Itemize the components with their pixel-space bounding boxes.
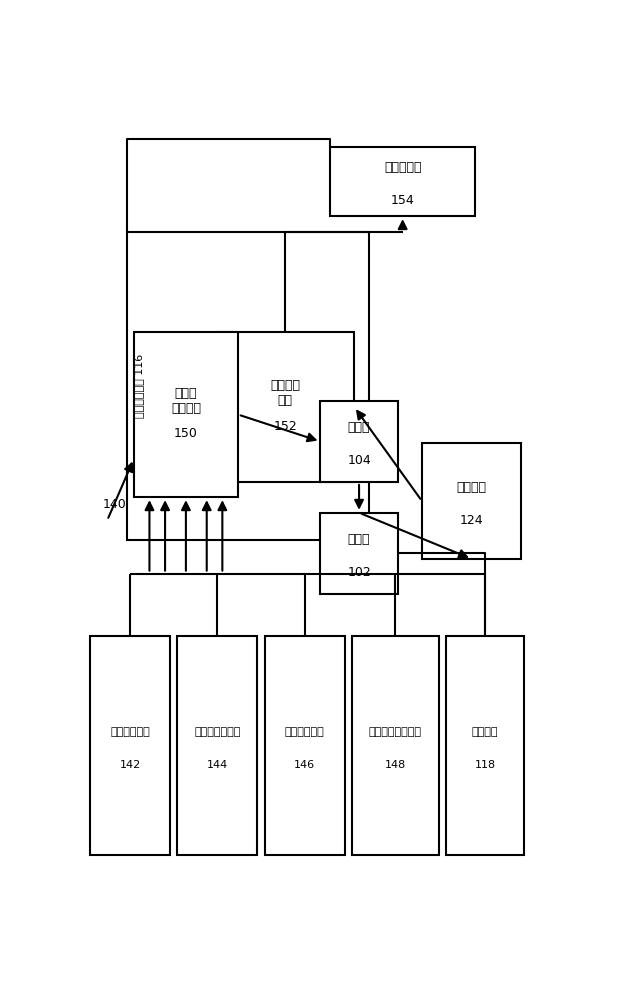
Text: 光发射器: 光发射器 (457, 481, 487, 494)
Bar (264, 636, 344, 855)
Text: 142: 142 (119, 760, 141, 770)
Text: 102: 102 (348, 566, 371, 579)
Text: 放大器: 放大器 (348, 421, 370, 434)
Text: 152: 152 (273, 420, 297, 433)
Bar (90, 636, 170, 855)
Text: 150: 150 (174, 427, 198, 440)
Text: 144: 144 (207, 760, 228, 770)
Text: 连通性数据: 连通性数据 (384, 161, 421, 174)
Bar (177, 636, 258, 855)
Text: 映射应用程序 116: 映射应用程序 116 (134, 354, 144, 418)
Bar (352, 636, 439, 855)
Bar (216, 332, 354, 482)
Text: 共享场地分布数据: 共享场地分布数据 (369, 727, 422, 737)
Text: 场地物理数据: 场地物理数据 (111, 727, 150, 737)
Text: 图像处理
引擎: 图像处理 引擎 (270, 379, 300, 407)
Text: 104: 104 (348, 454, 371, 467)
Text: 变换器分组数据: 变换器分组数据 (194, 727, 241, 737)
Text: 带宽分布数据: 带宽分布数据 (285, 727, 324, 737)
Bar (422, 443, 521, 559)
Text: 场地数据: 场地数据 (472, 727, 498, 737)
Text: 140: 140 (102, 498, 126, 512)
Bar (330, 147, 476, 216)
Bar (321, 513, 398, 594)
Text: 146: 146 (294, 760, 315, 770)
Bar (134, 332, 238, 497)
Text: 124: 124 (460, 514, 484, 527)
Text: 放大器
控制引擎: 放大器 控制引擎 (171, 387, 201, 415)
Text: 变换器: 变换器 (348, 533, 370, 546)
Text: 154: 154 (391, 194, 414, 207)
Bar (126, 232, 369, 540)
Bar (321, 401, 398, 482)
Bar (446, 636, 524, 855)
Text: 118: 118 (474, 760, 496, 770)
Text: 148: 148 (385, 760, 406, 770)
